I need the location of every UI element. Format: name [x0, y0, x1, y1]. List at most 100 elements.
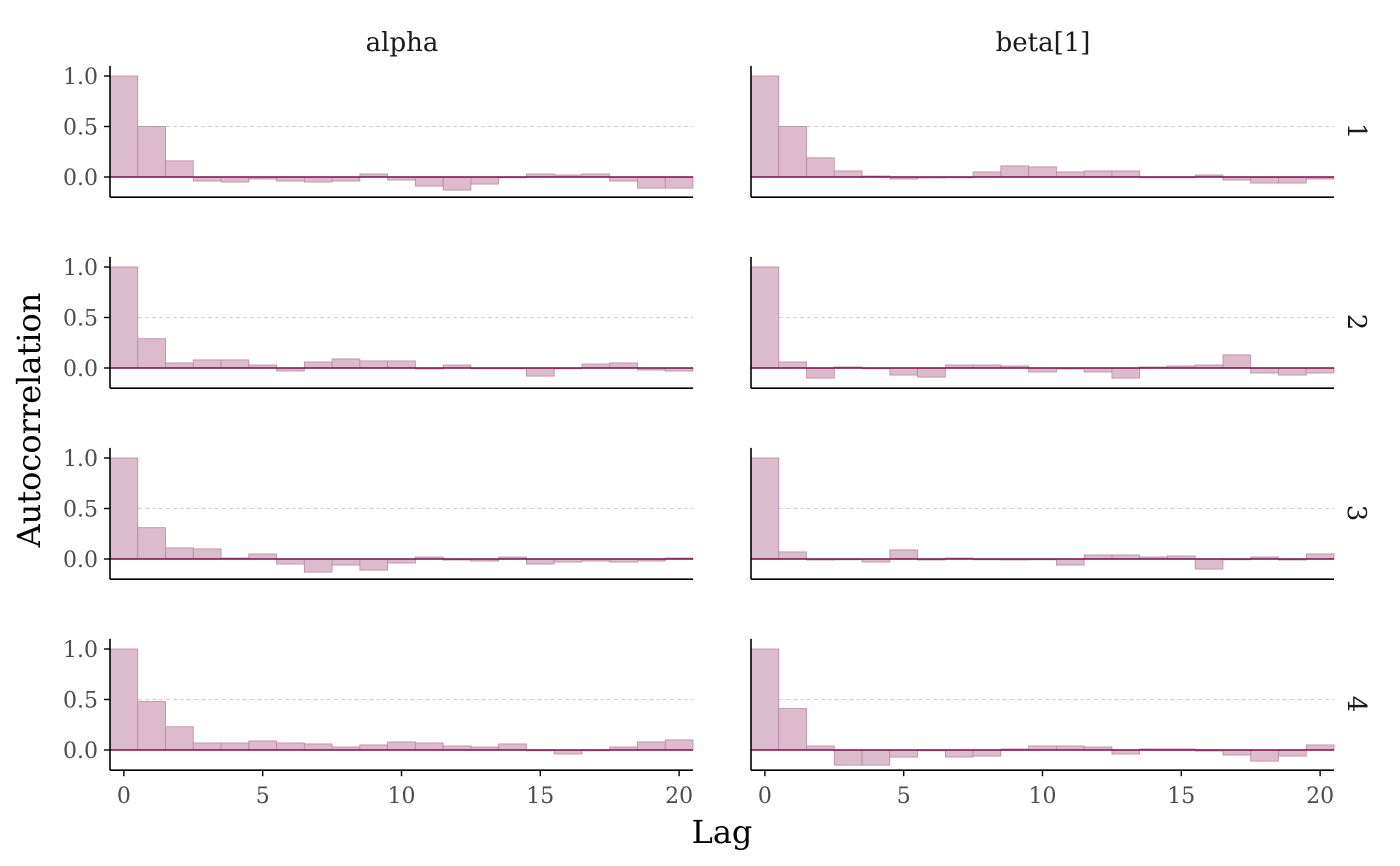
row-strip-label: 1: [1341, 123, 1371, 140]
panel-alpha-chain-3: 0.0 0.5 1.0: [63, 447, 694, 581]
acf-bar-lag-1: [778, 551, 807, 560]
acf-bar-lag-5: [889, 549, 918, 560]
acf-bar-lag-0: [109, 75, 139, 178]
acf-bar-lag-3: [192, 742, 222, 751]
acf-bar-lag-19: [1278, 176, 1307, 184]
panel-beta1-chain-3: 3: [750, 447, 1371, 581]
acf-bar-lag-14: [498, 743, 527, 751]
acf-bar-lag-3: [833, 749, 863, 766]
y-tick-label: 1.0: [63, 65, 98, 90]
acf-bar-lag-10: [387, 741, 416, 751]
x-tick-label: 5: [256, 784, 270, 809]
acf-bar-lag-0: [109, 457, 139, 560]
y-tick-label: 0.0: [63, 166, 98, 191]
panel-beta1-chain-4: 4 0 5 10 15 20: [750, 638, 1371, 809]
column-strip-label-beta1: beta[1]: [996, 28, 1091, 58]
acf-bar-lag-16: [1194, 558, 1224, 570]
acf-bar-lag-10: [387, 360, 416, 369]
acf-bar-lag-12: [442, 176, 472, 191]
acf-bar-lag-7: [303, 743, 333, 751]
acf-bar-lag-9: [1000, 165, 1030, 178]
acf-bar-lag-20: [664, 739, 694, 751]
y-tick-label: 0.0: [63, 548, 98, 573]
acf-bar-lag-15: [526, 367, 555, 377]
x-tick-label: 15: [526, 784, 554, 809]
acf-bar-lag-4: [220, 742, 250, 751]
x-tick-label: 0: [758, 784, 772, 809]
x-tick-label: 15: [1167, 784, 1195, 809]
acf-bar-lag-3: [192, 548, 222, 560]
acf-bar-lag-0: [750, 266, 780, 369]
y-tick-label: 1.0: [63, 447, 98, 472]
y-tick-label: 0.5: [63, 689, 98, 714]
x-tick-label: 10: [388, 784, 416, 809]
acf-bar-lag-8: [972, 749, 1002, 757]
x-tick-label: 0: [117, 784, 131, 809]
acf-bar-lag-19: [637, 741, 666, 751]
acf-bar-lag-2: [806, 157, 835, 178]
y-tick-label: 0.0: [63, 739, 98, 764]
acf-bar-lag-7: [303, 361, 333, 369]
acf-bar-lag-0: [109, 648, 139, 751]
acf-bar-lag-1: [778, 361, 807, 369]
acf-bar-lag-2: [806, 367, 835, 379]
acf-bar-lag-19: [1278, 749, 1307, 757]
acf-bar-lag-10: [1028, 166, 1057, 178]
panel-beta1-chain-1: 1: [750, 65, 1371, 198]
acf-bar-lag-8: [331, 558, 361, 566]
acf-bar-lag-17: [1222, 354, 1252, 369]
acf-bar-lag-20: [664, 176, 694, 189]
acf-bar-lag-1: [137, 338, 166, 369]
acf-bar-lag-11: [414, 176, 444, 187]
acf-bar-lag-6: [276, 742, 305, 751]
row-strip-label: 3: [1341, 505, 1371, 522]
acf-bar-lag-13: [470, 176, 500, 185]
row-strip-label: 2: [1341, 314, 1371, 331]
column-strip-label-alpha: alpha: [366, 28, 439, 58]
acf-bar-lag-2: [165, 547, 194, 560]
acf-bar-lag-11: [414, 742, 444, 751]
acf-bar-lag-13: [1111, 367, 1141, 379]
acf-bar-lag-6: [917, 367, 946, 378]
x-tick-label: 5: [897, 784, 911, 809]
acf-bar-lag-8: [331, 358, 361, 369]
acf-bar-lag-0: [109, 266, 139, 369]
y-tick-label: 0.5: [63, 116, 98, 141]
acf-bar-lag-7: [944, 749, 974, 758]
y-tick-label: 0.5: [63, 498, 98, 523]
acf-bar-lag-0: [750, 75, 780, 178]
x-tick-label: 10: [1029, 784, 1057, 809]
panel-beta1-chain-2: 2: [750, 256, 1371, 390]
acf-bar-lag-1: [137, 701, 166, 751]
acf-bar-lag-5: [889, 749, 918, 758]
acf-bar-lag-11: [1055, 558, 1085, 566]
y-tick-label: 1.0: [63, 638, 98, 663]
x-tick-label: 20: [1306, 784, 1334, 809]
acf-bar-lag-1: [778, 126, 807, 178]
acf-bar-lag-0: [750, 648, 780, 751]
acf-bar-lag-3: [192, 359, 222, 369]
acf-bar-lag-19: [637, 176, 666, 189]
y-tick-label: 1.0: [63, 256, 98, 281]
acf-bar-lag-4: [861, 749, 891, 766]
acf-bar-lag-4: [220, 359, 250, 369]
acf-bar-lag-5: [889, 367, 918, 376]
row-strip-label: 4: [1341, 696, 1371, 713]
acf-bar-lag-9: [359, 360, 389, 369]
y-tick-label: 0.0: [63, 357, 98, 382]
acf-bar-lag-1: [778, 708, 807, 751]
acf-bar-lag-1: [137, 527, 166, 560]
acf-bar-lag-1: [137, 126, 166, 178]
acf-bar-lag-7: [303, 558, 333, 573]
acf-bar-lag-18: [1250, 749, 1279, 762]
x-tick-label: 20: [665, 784, 693, 809]
acf-bar-lag-2: [165, 160, 194, 178]
y-tick-label: 0.5: [63, 307, 98, 332]
acf-bar-lag-12: [1083, 170, 1113, 178]
acf-bar-lag-13: [1111, 170, 1141, 178]
acf-bar-lag-5: [248, 740, 277, 751]
acf-bar-lag-3: [833, 170, 863, 178]
panel-alpha-chain-4: 0.0 0.5 1.0 0 5 10 15 20: [63, 638, 694, 809]
y-axis-title: Autocorrelation: [10, 293, 48, 549]
